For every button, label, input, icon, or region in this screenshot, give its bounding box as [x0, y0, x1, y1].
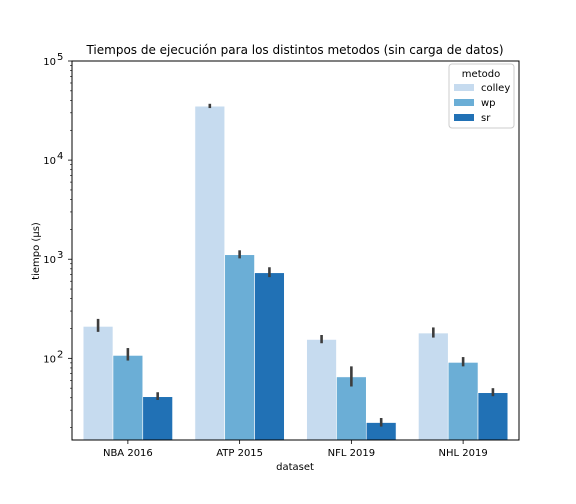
y-axis-label: tiempo (µs) — [31, 222, 42, 280]
x-tick-label-0: NBA 2016 — [103, 448, 153, 459]
y-tick-exponent-3: 5 — [57, 52, 63, 63]
y-tick-label-2: 10 — [43, 156, 56, 167]
legend-swatch-wp — [454, 99, 474, 106]
legend-label-wp: wp — [481, 98, 496, 109]
bar-sr-3 — [477, 392, 509, 441]
x-tick-label-2: NFL 2019 — [328, 448, 375, 459]
y-tick-label-3: 10 — [43, 57, 56, 68]
legend-title: metodo — [462, 69, 500, 80]
legend-label-sr: sr — [481, 113, 491, 124]
y-tick-exponent-0: 2 — [57, 349, 63, 360]
x-tick-label-1: ATP 2015 — [216, 448, 263, 459]
y-tick-label-0: 10 — [43, 354, 56, 365]
bar-colley-3 — [418, 332, 449, 441]
bar-wp-0 — [112, 355, 144, 441]
chart-title: Tiempos de ejecución para los distintos … — [85, 43, 503, 57]
legend-items: colley wp sr — [454, 83, 510, 124]
y-tick-exponent-1: 3 — [57, 250, 63, 261]
legend-swatch-colley — [454, 84, 474, 91]
x-axis-label: dataset — [276, 462, 314, 473]
legend: metodo colley wp sr — [448, 63, 515, 129]
y-tick-label-1: 10 — [43, 255, 56, 266]
bar-colley-0 — [82, 326, 114, 441]
bar-wp-2 — [336, 376, 367, 441]
bar-colley-2 — [306, 339, 337, 441]
legend-box — [448, 63, 515, 129]
bar-wp-3 — [447, 362, 479, 441]
x-tick-label-3: NHL 2019 — [439, 448, 488, 459]
y-tick-exponent-2: 4 — [57, 151, 63, 162]
bar-colley-1 — [194, 105, 226, 441]
legend-swatch-sr — [454, 114, 474, 121]
legend-label-colley: colley — [481, 83, 510, 94]
bar-sr-0 — [142, 396, 173, 441]
axes-frame — [71, 60, 520, 441]
bar-wp-1 — [224, 254, 255, 441]
bar-sr-1 — [254, 272, 285, 441]
